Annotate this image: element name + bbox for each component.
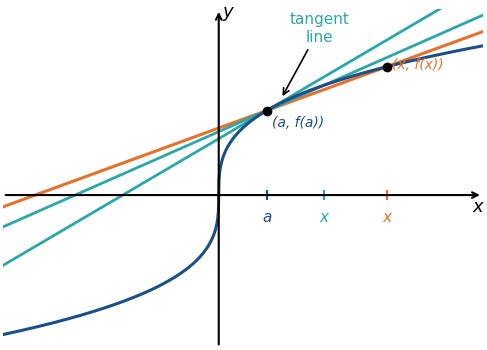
- Text: x: x: [472, 198, 483, 216]
- Text: (x, f(x)): (x, f(x)): [393, 58, 444, 72]
- Text: x: x: [382, 210, 391, 225]
- Text: y: y: [222, 4, 233, 21]
- Text: (a, f(a)): (a, f(a)): [273, 116, 325, 130]
- Text: tangent
line: tangent line: [283, 12, 350, 94]
- Text: a: a: [262, 210, 271, 225]
- Text: x: x: [320, 210, 329, 225]
